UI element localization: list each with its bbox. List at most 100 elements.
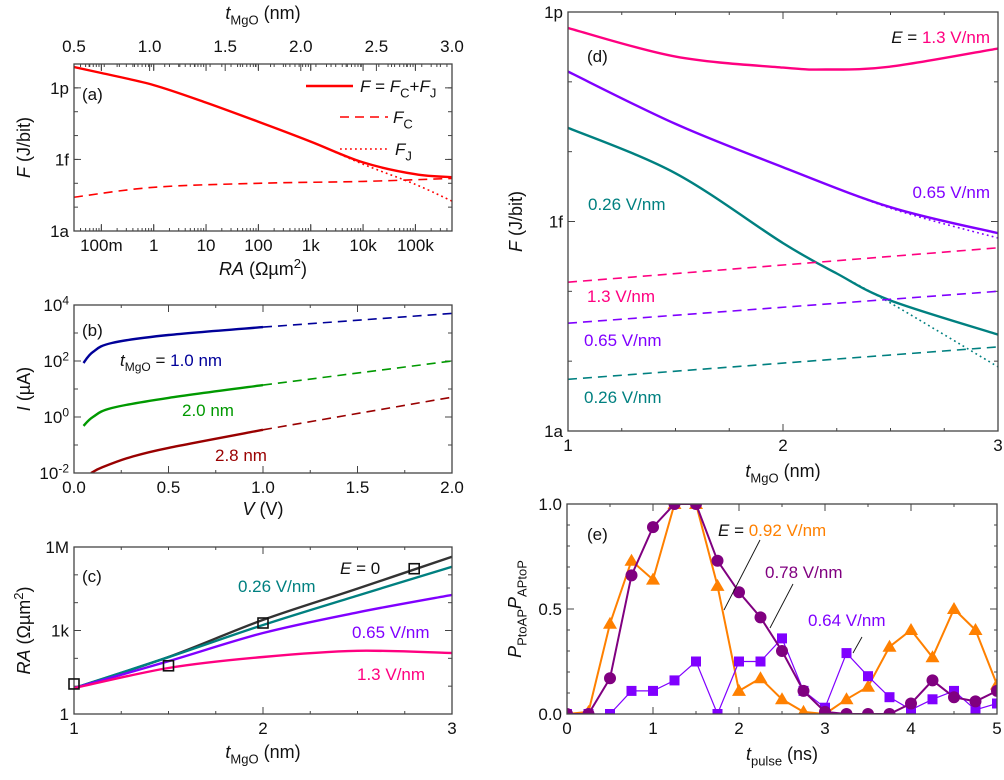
text-segment: PtoAP	[514, 609, 529, 646]
y-tick-label: 104	[43, 294, 69, 316]
data-point	[970, 704, 981, 714]
series-line-solid	[82, 325, 264, 364]
data-point	[711, 554, 724, 567]
x-axis-title: tpulse (ns)	[746, 744, 818, 768]
plot-area	[82, 312, 452, 473]
text-segment: MgO	[125, 360, 151, 374]
text-segment: C	[400, 86, 409, 101]
data-point	[68, 678, 80, 690]
data-point	[710, 578, 725, 591]
text-segment: 0.65 V/nm	[913, 183, 991, 202]
data-point	[905, 697, 917, 710]
panel-label: (e)	[587, 525, 608, 544]
text-segment: P	[505, 597, 525, 609]
data-point	[624, 553, 639, 566]
legend-label: F = FC+FJ	[360, 77, 436, 101]
y-tick-label: 100	[43, 406, 69, 428]
text-segment: pulse	[751, 753, 782, 768]
x-tick-label: 0.5	[157, 478, 181, 497]
x-axis-title: tMgO (nm)	[225, 742, 300, 766]
x-tick-label: 5	[992, 719, 1001, 738]
text-segment: (nm)	[259, 3, 301, 23]
text-segment: APtoP	[514, 560, 529, 597]
text-segment: J	[405, 149, 412, 164]
y-tick-label: 1a	[544, 422, 563, 441]
y-tick-label: 1f	[55, 150, 69, 169]
text-segment: MgO	[230, 12, 258, 27]
data-point	[567, 708, 573, 714]
text-segment: (V)	[255, 499, 284, 519]
text-segment: (J/bit)	[14, 117, 34, 167]
text-segment: 10	[43, 352, 62, 371]
text-segment: F	[395, 140, 407, 159]
y-axis-title: F (J/bit)	[14, 117, 34, 178]
text-segment: (Ωµm	[244, 259, 294, 279]
text-segment: 4	[62, 294, 69, 308]
data-point	[753, 671, 768, 684]
text-segment: 0.92 V/nm	[749, 521, 827, 540]
annotation-label: 0.65 V/nm	[584, 331, 662, 350]
text-segment: F	[419, 77, 431, 96]
annotation-label: 0.26 V/nm	[588, 195, 666, 214]
plot-area	[74, 555, 452, 690]
text-segment: RA	[14, 650, 34, 675]
series-line-dashed	[568, 247, 998, 283]
text-segment: E	[891, 28, 903, 47]
text-segment: J	[430, 86, 437, 101]
text-segment: 2.0 nm	[182, 401, 234, 420]
top-axis-title: tMgO (nm)	[225, 3, 300, 27]
x-tick-label: 4	[906, 719, 915, 738]
text-segment: 0.78 V/nm	[765, 563, 843, 582]
data-point	[626, 685, 637, 696]
text-segment: E	[718, 521, 730, 540]
legend-label: FC	[393, 108, 413, 132]
x-tick-label: 1.5	[346, 478, 370, 497]
x-tick-label: 100k	[397, 236, 434, 255]
text-segment: 1.3 V/nm	[587, 287, 655, 306]
x-tick-label: 10k	[349, 236, 377, 255]
text-segment: 0.65 V/nm	[584, 331, 662, 350]
x-tick-label: 100	[244, 236, 272, 255]
y-axis-title: F (J/bit)	[506, 191, 526, 252]
plot-area	[567, 504, 997, 714]
data-point	[948, 691, 960, 704]
plot-area	[74, 65, 452, 202]
panel-a: 100m 1 10 100 1k 10k 100k 1p 1f 1a 0.5 1.0 1.5 2.0 2.5…	[14, 3, 464, 279]
data-point	[969, 695, 982, 708]
data-point	[904, 623, 918, 635]
panel-label: (d)	[587, 47, 608, 66]
data-point	[647, 521, 659, 534]
legend-label: FJ	[395, 140, 412, 164]
series-line-dashed	[262, 396, 452, 431]
series-line-solid	[568, 26, 998, 71]
y-tick-label: 10-2	[39, 462, 69, 484]
data-point	[162, 659, 175, 672]
data-point	[668, 504, 681, 510]
x-axis-title: RA (Ωµm2)	[219, 256, 307, 279]
series-line-dashed	[262, 312, 452, 328]
text-segment: t	[745, 461, 751, 481]
x-tick-label: 0	[562, 719, 571, 738]
annotation-leader-line	[769, 583, 794, 629]
top-tick-label: 1.0	[138, 37, 162, 56]
x-tick-label: 2.0	[440, 478, 464, 497]
data-point	[862, 708, 874, 714]
y-tick-label: 102	[43, 350, 69, 372]
series-line-solid	[568, 70, 998, 235]
annotation-label: E = 0.92 V/nm	[718, 521, 826, 540]
top-tick-label: 2.0	[289, 37, 313, 56]
text-segment: V	[242, 499, 256, 519]
y-tick-label: 1f	[549, 213, 563, 232]
plot-frame	[566, 503, 998, 715]
text-segment: =	[370, 77, 389, 96]
data-point	[841, 648, 852, 659]
data-point	[734, 656, 744, 667]
text-segment: MgO	[230, 751, 258, 766]
text-segment: C	[403, 117, 412, 132]
data-point	[582, 708, 595, 714]
x-tick-label: 1	[149, 236, 158, 255]
data-point	[776, 645, 788, 657]
